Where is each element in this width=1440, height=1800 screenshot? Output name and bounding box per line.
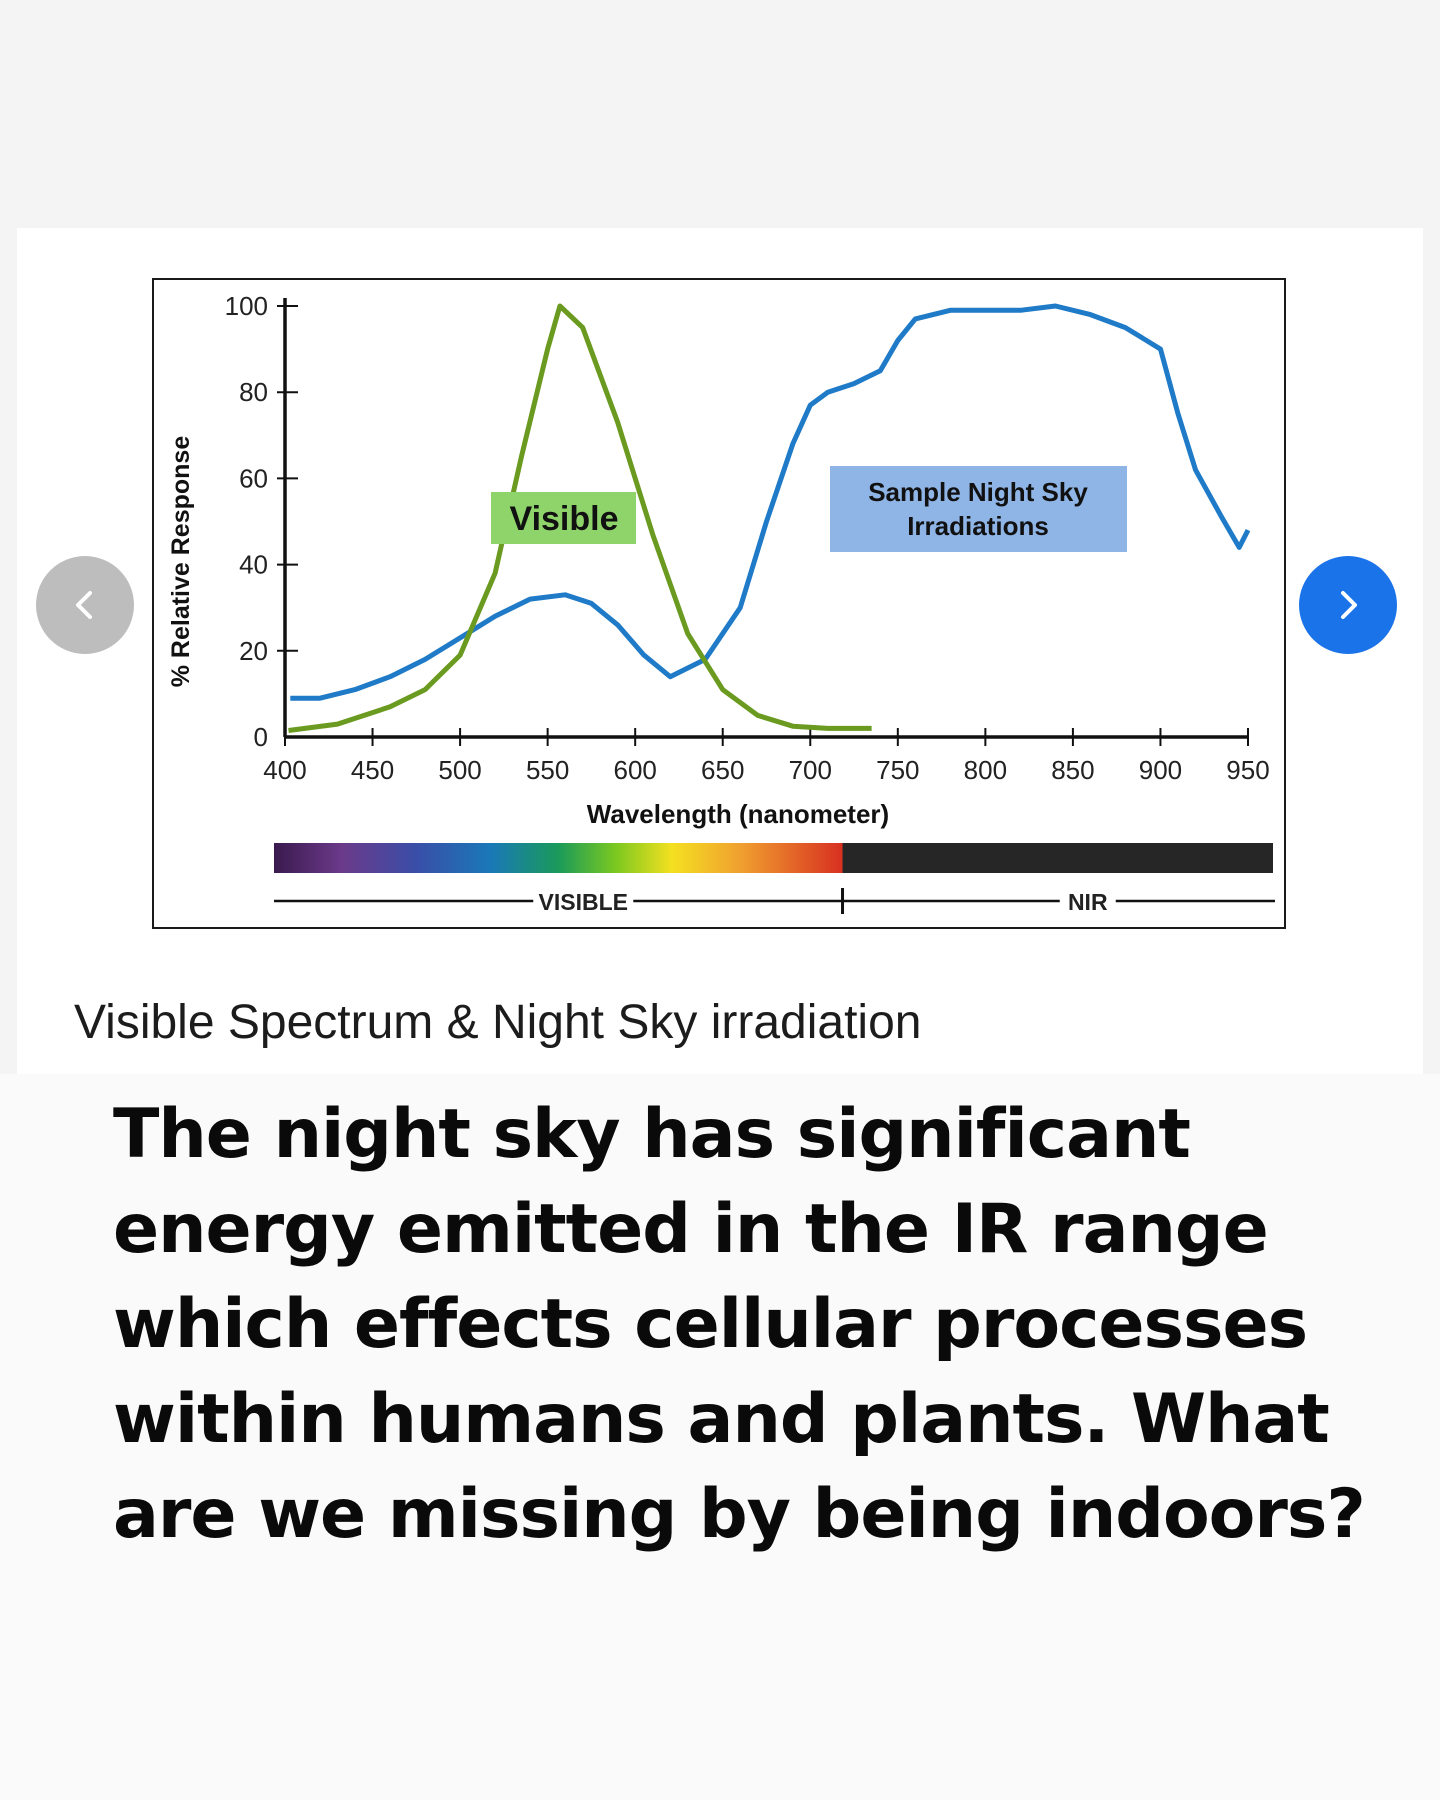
nir-range-label-bg: [1059, 887, 1116, 915]
y-axis-label: % Relative Response: [167, 436, 195, 688]
night-sky-label-box: [830, 466, 1127, 552]
visible-spectrum-bar: [274, 843, 843, 873]
headline-line: which effects cellular processes: [113, 1285, 1308, 1364]
y-tick-label: 0: [254, 722, 268, 752]
x-tick-label: 950: [1226, 755, 1269, 785]
visible-range-label-bg: [533, 887, 634, 915]
x-tick-label: 450: [351, 755, 394, 785]
chevron-right-icon: [1341, 591, 1357, 619]
visible-range-label: VISIBLE: [539, 889, 628, 915]
image-caption: Visible Spectrum & Night Sky irradiation: [74, 996, 922, 1049]
x-tick-label: 650: [701, 755, 744, 785]
visible-label-box: [491, 492, 636, 544]
x-tick-label: 600: [613, 755, 656, 785]
spectrum-chart: 0 20 40 60 80 100 400 450 500 550 600 650 700 750 800 8…: [167, 291, 1275, 915]
chart-frame: 0 20 40 60 80 100 400 450 500 550 600 650 700 750 800 8…: [152, 278, 1286, 929]
top-band: [0, 0, 1440, 228]
y-tick-label: 100: [225, 291, 268, 321]
x-tick-label: 900: [1139, 755, 1182, 785]
x-tick-label: 700: [789, 755, 832, 785]
headline-line: energy emitted in the IR range: [113, 1190, 1269, 1269]
chevron-left-icon: [76, 591, 92, 619]
y-tick-label: 80: [239, 377, 268, 407]
y-tick-label: 40: [239, 550, 268, 580]
x-tick-label: 550: [526, 755, 569, 785]
previous-image-button[interactable]: [36, 556, 134, 654]
visible-series-line: [288, 303, 872, 733]
x-tick-label: 400: [263, 755, 306, 785]
text-area: [0, 1074, 1440, 1800]
x-tick-label: 500: [438, 755, 481, 785]
headline-line: within humans and plants. What: [113, 1380, 1330, 1459]
x-tick-label: 850: [1051, 755, 1094, 785]
next-image-button[interactable]: [1299, 556, 1397, 654]
headline-line: The night sky has significant: [113, 1095, 1191, 1174]
y-tick-label: 60: [239, 463, 268, 493]
headline-text: The night sky has significant energy emi…: [113, 1087, 1413, 1562]
nir-range-label: NIR: [1068, 889, 1108, 915]
headline-line: are we missing by being indoors?: [113, 1475, 1366, 1554]
nir-spectrum-bar: [842, 843, 1273, 873]
x-tick-label: 800: [964, 755, 1007, 785]
night-sky-series-line: [290, 303, 1251, 701]
night-sky-label-line2: Irradiations: [907, 511, 1049, 541]
y-tick-label: 20: [239, 636, 268, 666]
x-axis-label: Wavelength (nanometer): [587, 799, 889, 829]
x-tick-label: 750: [876, 755, 919, 785]
visible-label-text: Visible: [510, 500, 619, 538]
night-sky-label-line1: Sample Night Sky: [868, 477, 1088, 507]
